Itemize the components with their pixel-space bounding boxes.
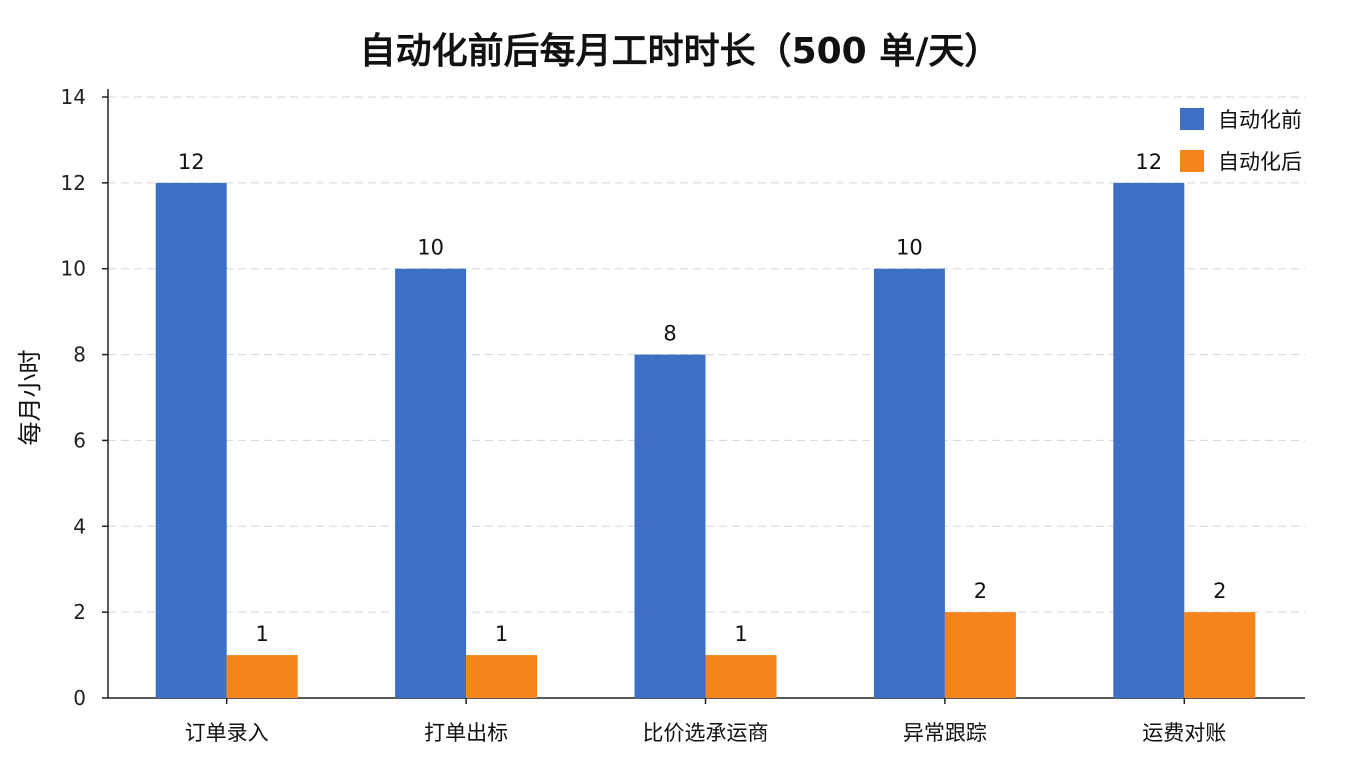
- bar: [226, 655, 298, 698]
- y-tick-label: 14: [61, 85, 86, 109]
- x-tick-label: 运费对账: [1142, 721, 1226, 745]
- data-label: 12: [1135, 150, 1162, 174]
- x-tick-label: 订单录入: [185, 721, 269, 745]
- data-label: 8: [663, 322, 676, 346]
- y-tick-label: 8: [73, 343, 86, 367]
- legend-swatch: [1180, 150, 1204, 172]
- y-tick-label: 2: [73, 600, 86, 624]
- bar: [395, 268, 467, 698]
- data-label: 2: [974, 579, 987, 603]
- legend-label: 自动化前: [1218, 108, 1302, 132]
- x-tick-label: 打单出标: [424, 721, 508, 745]
- y-tick-label: 6: [73, 428, 86, 452]
- x-tick-label: 比价选承运商: [643, 721, 769, 745]
- data-label: 1: [734, 622, 747, 646]
- y-tick-label: 12: [61, 171, 86, 195]
- y-tick-label: 0: [73, 686, 86, 710]
- bar: [155, 182, 227, 698]
- y-axis-label: 每月小时: [16, 350, 44, 446]
- bar: [466, 655, 538, 698]
- data-label: 1: [495, 622, 508, 646]
- chart-title: 自动化前后每月工时时长（500 单/天）: [359, 31, 1001, 72]
- data-label: 12: [178, 150, 205, 174]
- x-tick-label: 异常跟踪: [903, 721, 987, 745]
- bar: [944, 612, 1016, 698]
- bar: [705, 655, 777, 698]
- bar: [873, 268, 945, 698]
- legend-swatch: [1180, 108, 1204, 130]
- bar: [1184, 612, 1256, 698]
- y-tick-label: 10: [61, 257, 86, 281]
- data-label: 1: [256, 622, 269, 646]
- bar: [634, 354, 706, 698]
- legend-label: 自动化后: [1218, 150, 1302, 174]
- data-label: 2: [1213, 579, 1226, 603]
- bar: [1113, 182, 1185, 698]
- data-label: 10: [896, 236, 923, 260]
- data-label: 10: [417, 236, 444, 260]
- y-tick-label: 4: [73, 514, 86, 538]
